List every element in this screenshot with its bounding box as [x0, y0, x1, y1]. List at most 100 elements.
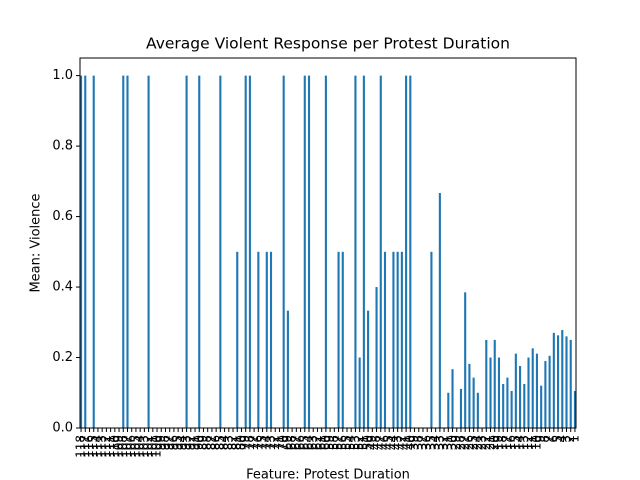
x-tick-label: 85: [213, 435, 227, 450]
x-tick-label: 19: [491, 435, 505, 450]
x-tick-label: 39: [407, 435, 421, 450]
bar: [122, 75, 125, 428]
y-tick-label: 0.2: [52, 350, 73, 365]
bar: [565, 336, 568, 428]
y-axis-label: Mean: Violence: [29, 193, 44, 292]
bar: [447, 392, 450, 428]
x-tick-label: 8: [538, 435, 552, 443]
bar: [236, 251, 239, 428]
x-tick-label: 112: [99, 435, 113, 458]
bar: [510, 391, 513, 428]
x-tick-label: 118: [74, 435, 88, 458]
x-tick-label: 92: [183, 435, 197, 450]
x-tick-label: 86: [209, 435, 223, 450]
x-tick-label: 18: [496, 435, 510, 450]
bar: [185, 75, 188, 428]
x-tick-label: 27: [458, 435, 472, 450]
x-tick-label: 70: [276, 435, 290, 450]
x-tick-label: 79: [238, 435, 252, 450]
x-tick-label: 28: [453, 435, 467, 450]
bar: [126, 75, 129, 428]
x-tick-label: 100: [150, 435, 164, 458]
bar: [493, 339, 496, 428]
bar: [282, 75, 285, 428]
x-tick-label: 107: [120, 435, 134, 458]
x-tick-label: 111: [103, 435, 117, 458]
x-tick-label: 12: [521, 435, 535, 450]
x-tick-label: 23: [475, 435, 489, 450]
bar: [362, 75, 365, 428]
bar: [485, 339, 488, 428]
x-tick-label: 44: [386, 435, 400, 450]
x-tick-label: 102: [141, 435, 155, 458]
x-tick-label: 4: [555, 435, 569, 443]
x-tick-label: 16: [504, 435, 518, 450]
y-tick-label: 0.6: [52, 209, 73, 224]
bar: [147, 75, 150, 428]
bar: [472, 377, 475, 428]
x-tick-label: 91: [188, 435, 202, 450]
bar: [561, 330, 564, 428]
x-tick-label: 41: [399, 435, 413, 450]
x-tick-label: 31: [441, 435, 455, 450]
x-tick-label: 64: [302, 435, 316, 450]
bar: [557, 335, 560, 428]
x-tick-label: 104: [133, 435, 147, 458]
x-tick-label: 54: [344, 435, 358, 450]
bar: [341, 251, 344, 428]
x-tick-label: 95: [171, 435, 185, 450]
x-tick-label: 38: [411, 435, 425, 450]
x-tick-label: 48: [369, 435, 383, 450]
x-tick-label: 73: [264, 435, 278, 450]
x-tick-label: 59: [323, 435, 337, 450]
x-tick-label: 22: [479, 435, 493, 450]
x-tick-label: 101: [145, 435, 159, 458]
x-tick-label: 60: [318, 435, 332, 450]
x-tick-label: 69: [280, 435, 294, 450]
x-tick-label: 110: [107, 435, 121, 458]
bar: [552, 332, 555, 428]
bar: [257, 251, 260, 428]
x-tick-label: 94: [175, 435, 189, 450]
plot-frame: [79, 57, 577, 429]
x-tick-label: 34: [428, 435, 442, 450]
x-tick-label: 75: [255, 435, 269, 450]
x-tick-label: 68: [285, 435, 299, 450]
y-tick-label: 0.8: [52, 139, 73, 154]
x-tick-label: 35: [424, 435, 438, 450]
x-tick-label: 65: [297, 435, 311, 450]
bar: [459, 388, 463, 428]
x-tick-label: 63: [306, 435, 320, 450]
bar: [540, 385, 543, 428]
x-tick-label: 57: [331, 435, 345, 450]
bar: [358, 357, 361, 428]
x-tick-label: 96: [166, 435, 180, 450]
x-tick-label: 97: [162, 435, 176, 450]
x-tick-label: 108: [116, 435, 130, 458]
x-tick-label: 17: [500, 435, 514, 450]
bar: [497, 357, 501, 428]
x-tick-label: 103: [137, 435, 151, 458]
bar: [367, 310, 370, 428]
bar: [548, 355, 551, 428]
x-tick-label: 3: [559, 435, 573, 443]
bar: [476, 392, 479, 428]
bar: [451, 369, 454, 428]
x-tick-label: 10: [529, 435, 543, 450]
x-tick-label: 106: [124, 435, 138, 458]
x-tick-label: 117: [78, 435, 92, 458]
bar: [244, 75, 247, 428]
bar: [265, 251, 268, 428]
bar: [324, 75, 327, 428]
x-tick-label: 42: [394, 435, 408, 450]
x-tick-label: 52: [352, 435, 366, 450]
x-tick-label: 32: [437, 435, 451, 450]
x-axis-label: Feature: Protest Duration: [246, 468, 410, 480]
bar: [468, 363, 471, 428]
x-tick-label: 25: [466, 435, 480, 450]
x-tick-label: 62: [310, 435, 324, 450]
bar: [375, 287, 378, 428]
